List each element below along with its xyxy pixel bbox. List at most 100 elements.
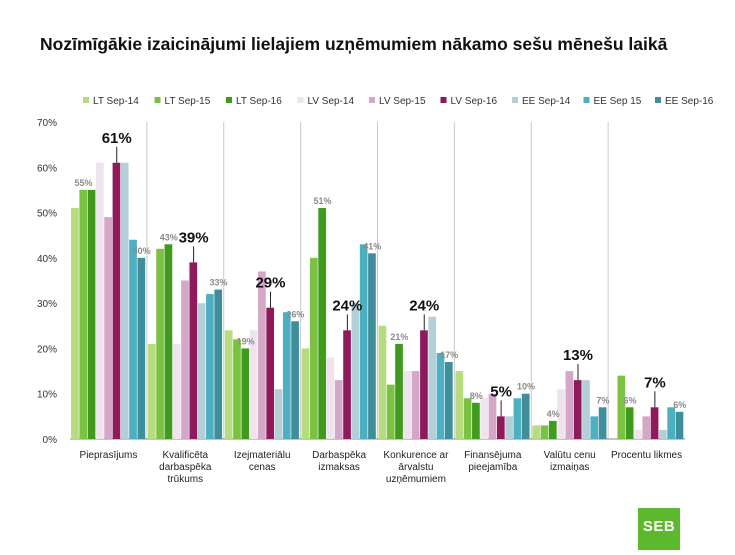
y-tick-label: 60% bbox=[37, 163, 57, 174]
bar bbox=[241, 348, 250, 439]
bar bbox=[318, 208, 327, 439]
bar bbox=[87, 189, 96, 439]
value-label: 8% bbox=[470, 391, 483, 401]
legend-swatch bbox=[226, 97, 232, 103]
bar bbox=[197, 303, 206, 439]
bar bbox=[249, 330, 258, 439]
category-label: cenas bbox=[249, 462, 276, 473]
bar bbox=[79, 189, 88, 439]
bar bbox=[455, 371, 464, 439]
y-tick-label: 40% bbox=[37, 254, 57, 265]
bar bbox=[472, 402, 480, 439]
bar bbox=[642, 416, 651, 439]
legend-label: LT Sep-16 bbox=[236, 96, 282, 107]
y-tick-label: 0% bbox=[43, 435, 58, 446]
category-label: izmaksas bbox=[318, 462, 360, 473]
bar bbox=[625, 407, 634, 439]
bar bbox=[617, 375, 626, 439]
legend-swatch bbox=[583, 97, 590, 103]
bar bbox=[224, 330, 233, 439]
category-label: uzņēmumiem bbox=[386, 474, 446, 485]
bar bbox=[590, 416, 599, 439]
category-label: Izejmateriālu bbox=[234, 450, 291, 461]
bar bbox=[675, 411, 684, 439]
bar bbox=[95, 162, 104, 439]
legend-swatch bbox=[440, 97, 447, 103]
bar bbox=[650, 407, 659, 439]
category-label: pieejamība bbox=[468, 462, 517, 473]
bar bbox=[573, 380, 582, 439]
seb-logo: SEB bbox=[638, 508, 680, 550]
bar bbox=[233, 339, 241, 439]
value-label: 33% bbox=[210, 278, 228, 288]
bar bbox=[206, 294, 214, 439]
legend-label: EE Sep-14 bbox=[522, 96, 571, 107]
bar bbox=[129, 239, 137, 439]
bar bbox=[540, 425, 549, 439]
bar bbox=[301, 348, 310, 439]
bar bbox=[521, 393, 530, 439]
value-label-highlight: 24% bbox=[409, 297, 439, 314]
legend-label: EE Sep 15 bbox=[594, 96, 642, 107]
bar bbox=[368, 253, 376, 439]
category-label: Konkurence ar bbox=[383, 450, 449, 461]
bar bbox=[598, 407, 607, 439]
value-label: 40% bbox=[133, 246, 151, 256]
bar bbox=[557, 389, 565, 439]
value-label-highlight: 29% bbox=[255, 275, 285, 292]
category-label: Pieprasījums bbox=[80, 450, 138, 461]
value-label-highlight: 7% bbox=[644, 374, 666, 391]
bar bbox=[112, 162, 121, 439]
category-label: darbaspēka bbox=[159, 462, 212, 473]
bar bbox=[403, 371, 412, 439]
bar bbox=[351, 303, 360, 439]
bar bbox=[334, 380, 343, 439]
value-label-highlight: 5% bbox=[490, 383, 512, 400]
value-label-highlight: 24% bbox=[332, 297, 362, 314]
category-label: Kvalificēta bbox=[163, 450, 209, 461]
bar bbox=[436, 352, 445, 439]
bar bbox=[326, 357, 335, 439]
value-label: 6% bbox=[673, 400, 686, 410]
legend-swatch bbox=[369, 97, 375, 103]
category-label: Procentu likmes bbox=[611, 450, 682, 461]
y-tick-label: 70% bbox=[37, 118, 57, 129]
bar bbox=[120, 162, 129, 439]
bar bbox=[428, 316, 437, 439]
bar bbox=[258, 271, 266, 439]
bar bbox=[164, 244, 173, 439]
bar bbox=[172, 343, 181, 439]
bar bbox=[189, 262, 198, 439]
bar bbox=[395, 343, 403, 439]
value-label: 17% bbox=[440, 350, 458, 360]
seb-logo-text: SEB bbox=[642, 518, 676, 535]
bar bbox=[386, 384, 395, 439]
bar bbox=[147, 343, 156, 439]
category-label: izmaiņas bbox=[550, 462, 589, 473]
bar bbox=[634, 429, 642, 439]
bar bbox=[532, 425, 541, 439]
bar bbox=[667, 407, 676, 439]
legend-label: LV Sep-15 bbox=[379, 96, 426, 107]
bar bbox=[291, 321, 299, 439]
bar bbox=[274, 389, 283, 439]
bar bbox=[582, 380, 590, 439]
bar bbox=[137, 257, 146, 439]
bar bbox=[343, 330, 351, 439]
value-label: 51% bbox=[313, 196, 331, 206]
bar bbox=[266, 307, 275, 439]
value-label: 55% bbox=[75, 178, 93, 188]
bar bbox=[463, 398, 472, 439]
value-label: 41% bbox=[363, 241, 381, 251]
bar bbox=[565, 371, 574, 439]
value-label: 43% bbox=[160, 232, 178, 242]
bar bbox=[411, 371, 420, 439]
legend-label: LV Sep-16 bbox=[451, 96, 498, 107]
y-tick-label: 50% bbox=[37, 209, 57, 220]
legend-swatch bbox=[154, 97, 161, 103]
bar bbox=[496, 416, 505, 439]
bar bbox=[548, 420, 557, 439]
value-label: 7% bbox=[596, 395, 609, 405]
legend-swatch bbox=[655, 97, 661, 103]
